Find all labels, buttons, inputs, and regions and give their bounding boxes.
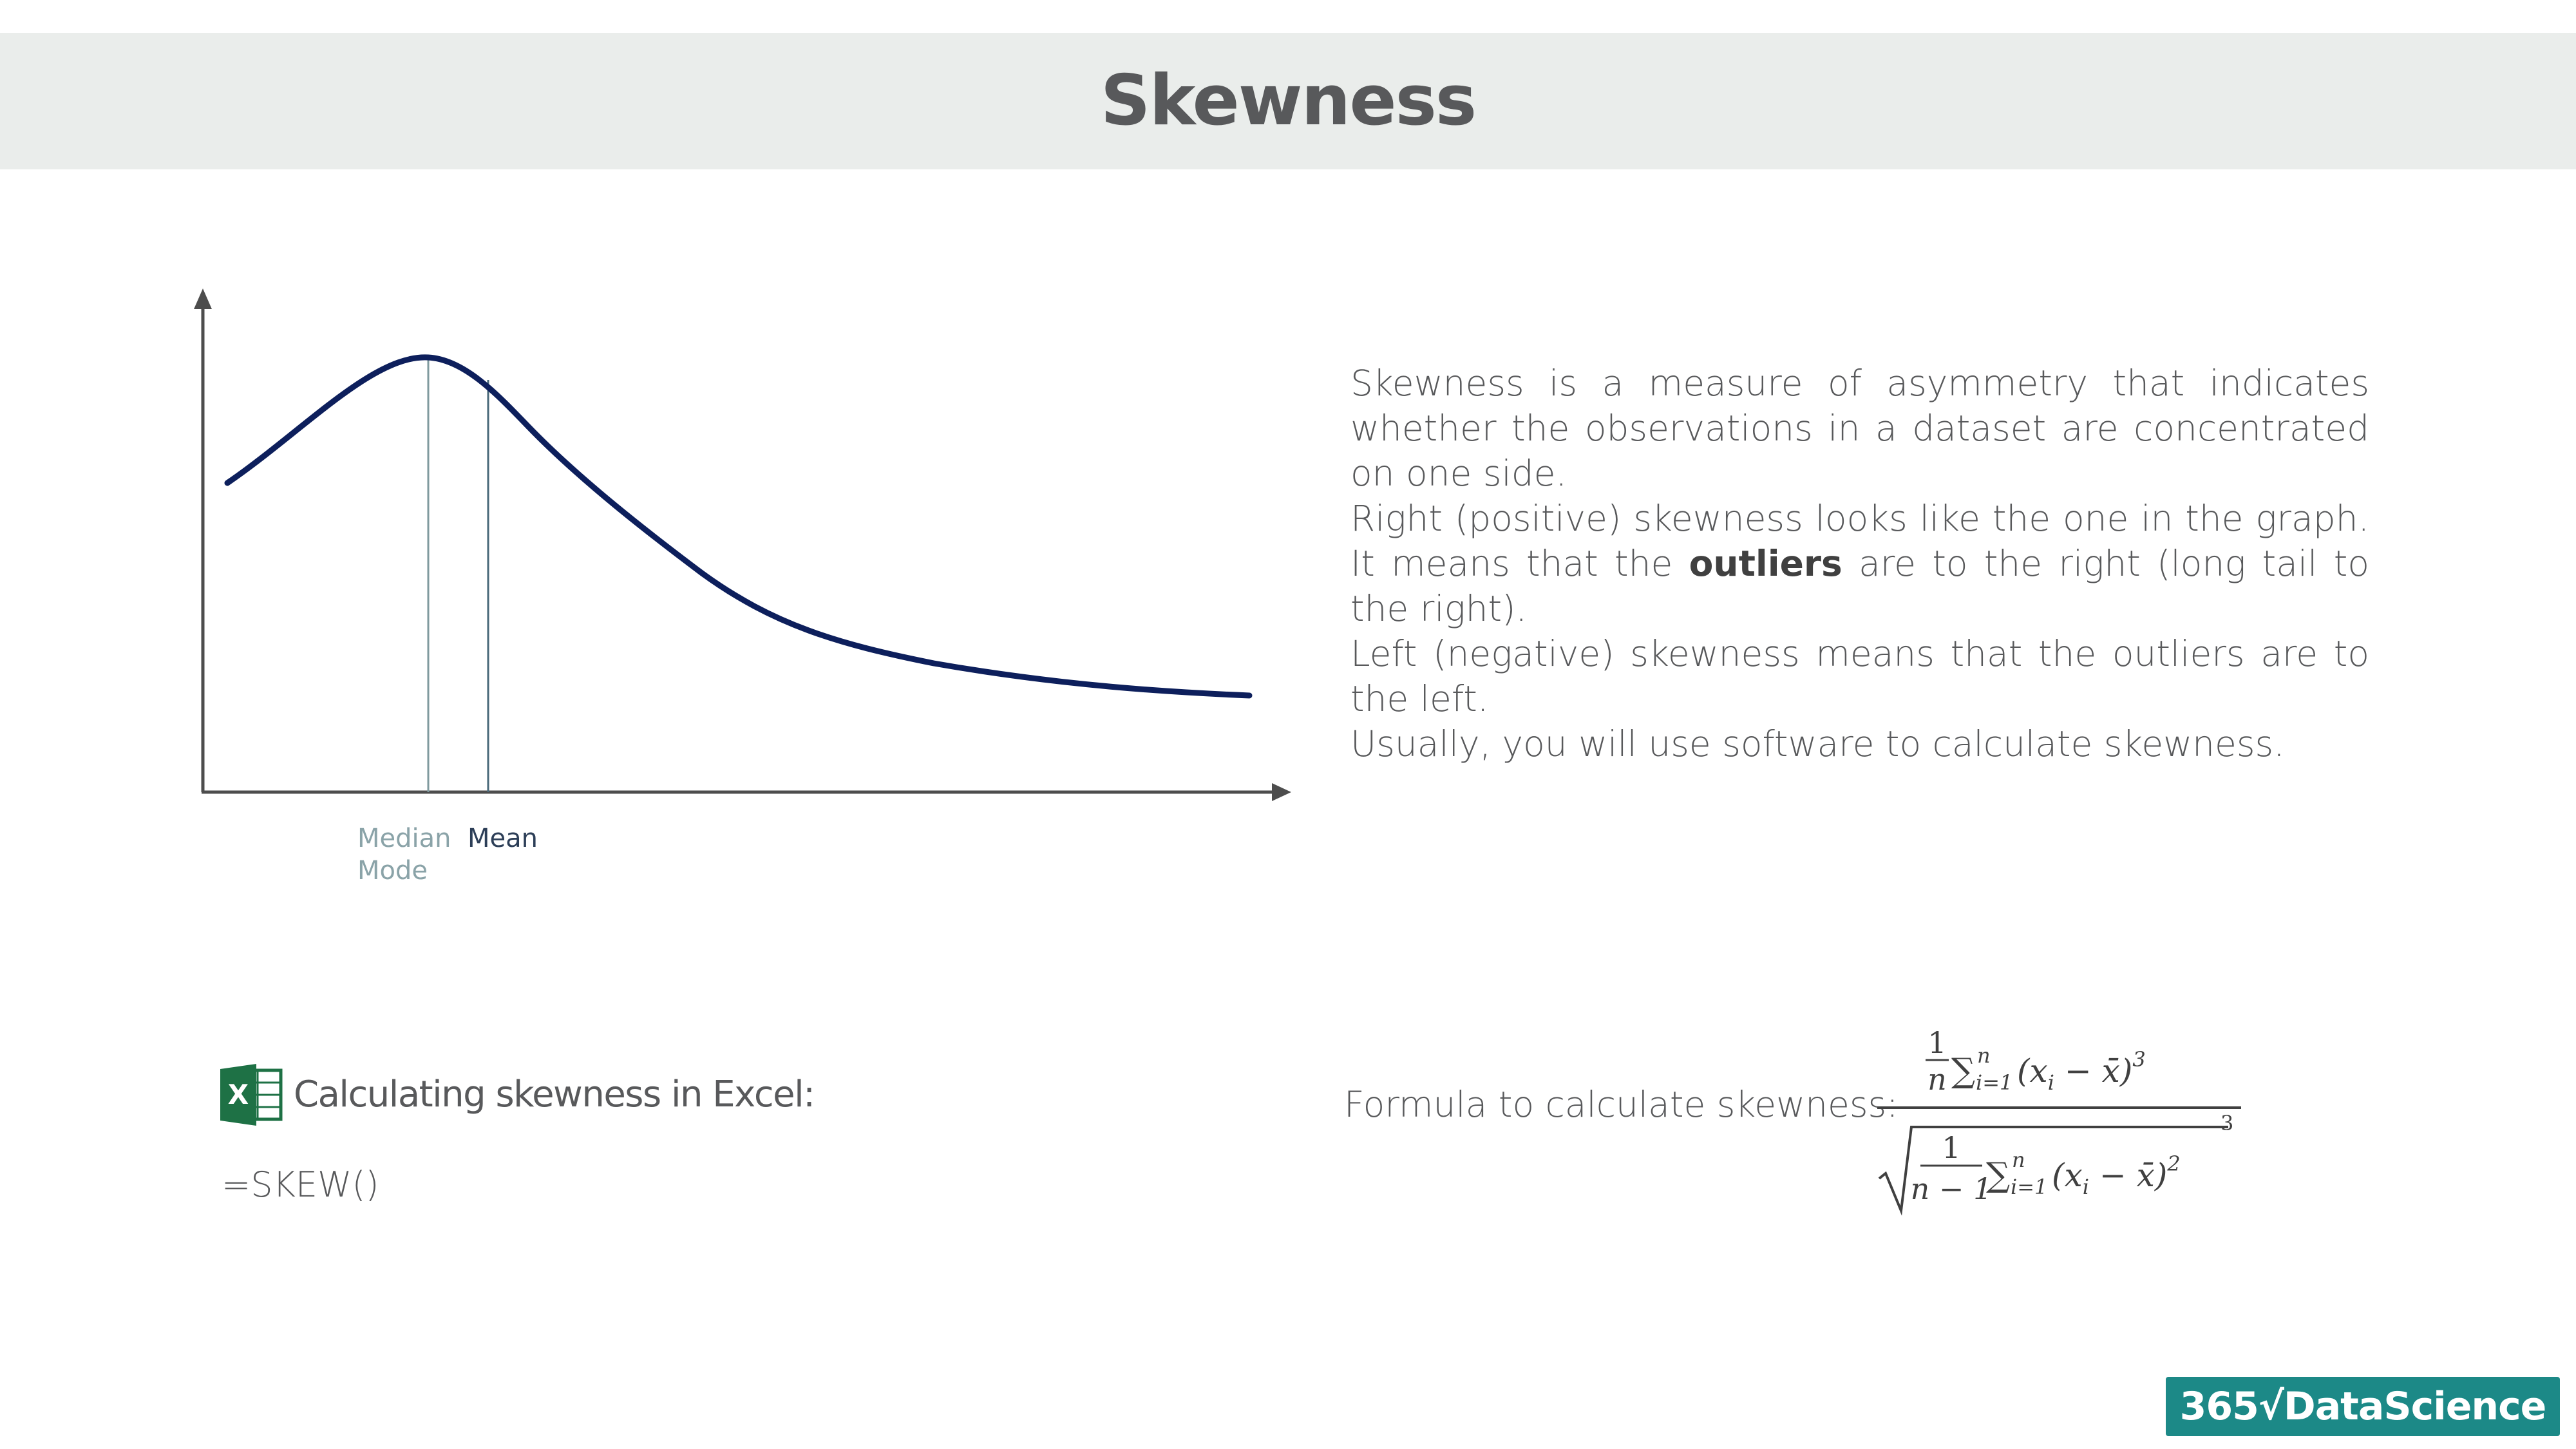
left-skew-paragraph: Left (negative) skewness means that the … <box>1350 633 2369 719</box>
num-fraction-1: 1 <box>1927 1025 1946 1060</box>
num-sum-lower: i=1 <box>1976 1070 2012 1095</box>
formula-label: Formula to calculate skewness: <box>1344 1084 1899 1125</box>
excel-icon: X <box>220 1064 283 1126</box>
outliers-emphasis: outliers <box>1689 543 1842 584</box>
x-axis-arrow <box>1272 783 1291 801</box>
distribution-curve <box>224 354 1253 699</box>
den-sum-upper: n <box>2012 1148 2025 1172</box>
right-skew-text-end: are to the right (long tail to the right… <box>1350 543 2369 629</box>
sqrt-symbol <box>1878 1126 2228 1216</box>
num-sum: ∑ <box>1951 1052 1975 1090</box>
outer-power: 3 <box>2221 1111 2233 1135</box>
right-skew-paragraph: Right (positive) skewness looks like the… <box>1350 496 2369 631</box>
excel-skew-formula: =SKEW() <box>222 1164 379 1205</box>
skewness-chart <box>194 289 1291 801</box>
mean-label: Mean <box>468 824 538 853</box>
skewness-formula: 1 n ∑ n i=1 (xi − x̄)3 3 1 n − 1 ∑ n i=1… <box>1877 1025 2241 1216</box>
mode-label: Mode <box>357 856 428 886</box>
den-fraction-1: 1 <box>1942 1130 1960 1165</box>
den-term: (xi − x̄)2 <box>2052 1151 2181 1199</box>
den-fraction-n1: n − 1 <box>1911 1171 1993 1206</box>
num-fraction-n: n <box>1927 1062 1947 1097</box>
den-sum: ∑ <box>1986 1156 2010 1195</box>
brand-logo: 365√DataScience <box>2166 1377 2560 1436</box>
right-skew-text-start: Right (positive) skewness looks like the… <box>1350 498 2369 584</box>
num-sum-upper: n <box>1977 1043 1991 1068</box>
title-band <box>0 33 2576 169</box>
page-title: Skewness <box>1100 61 1477 141</box>
den-sum-lower: i=1 <box>2011 1175 2047 1199</box>
excel-heading: Calculating skewness in Excel: <box>294 1074 815 1115</box>
definition-paragraph: Skewness is a measure of asymmetry that … <box>1350 363 2369 494</box>
y-axis-arrow <box>194 289 212 309</box>
software-paragraph: Usually, you will use software to calcul… <box>1350 723 2285 764</box>
num-term: (xi − x̄)3 <box>2017 1047 2146 1095</box>
median-label: Median <box>357 824 451 853</box>
svg-text:X: X <box>228 1079 249 1110</box>
